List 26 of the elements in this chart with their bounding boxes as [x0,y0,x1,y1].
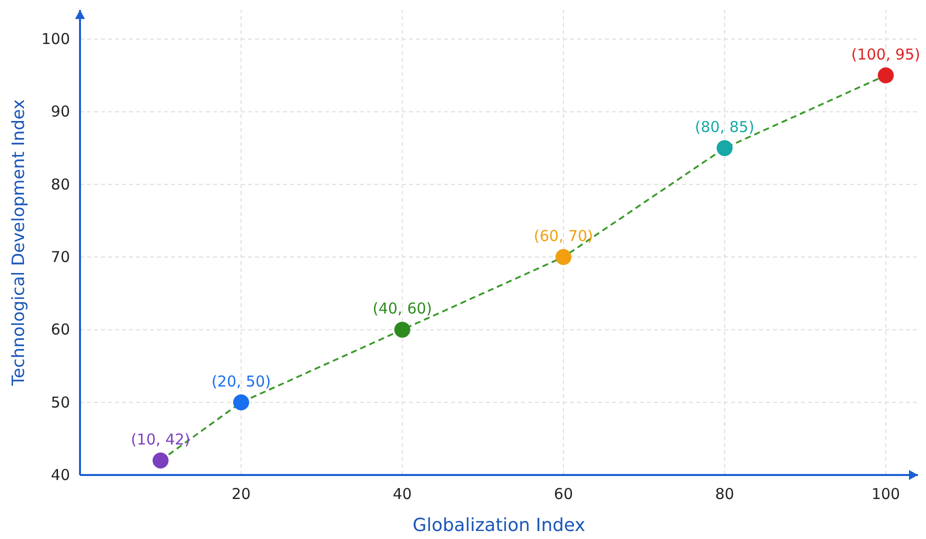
y-axis-title: Technological Development Index [9,99,29,387]
y-tick-label: 70 [50,248,70,266]
x-axis-title: Globalization Index [412,515,586,536]
y-tick-label: 80 [50,175,70,194]
point [233,394,250,410]
point [152,452,169,468]
x-tick-label: 40 [392,485,412,503]
data-label: (40, 60) [372,300,432,318]
data-label: (10, 42) [130,430,190,448]
point [394,322,410,338]
y-tick-label: 100 [41,30,70,48]
x-tick-label: 60 [554,485,574,503]
y-tick-label: 90 [50,102,70,121]
y-tick-label: 60 [50,320,70,339]
x-tick-label: 100 [871,485,900,503]
point [555,249,572,265]
data-label: (20, 50) [211,372,271,390]
data-label: (100, 95) [851,45,920,64]
x-tick-label: 80 [715,485,734,503]
y-tick-label: 40 [50,466,70,484]
x-tick-label: 20 [232,485,251,503]
point [878,67,894,84]
y-tick-label: 50 [50,393,70,412]
data-label: (80, 85) [694,118,754,136]
point [716,140,733,156]
data-label: (60, 70) [534,227,594,246]
